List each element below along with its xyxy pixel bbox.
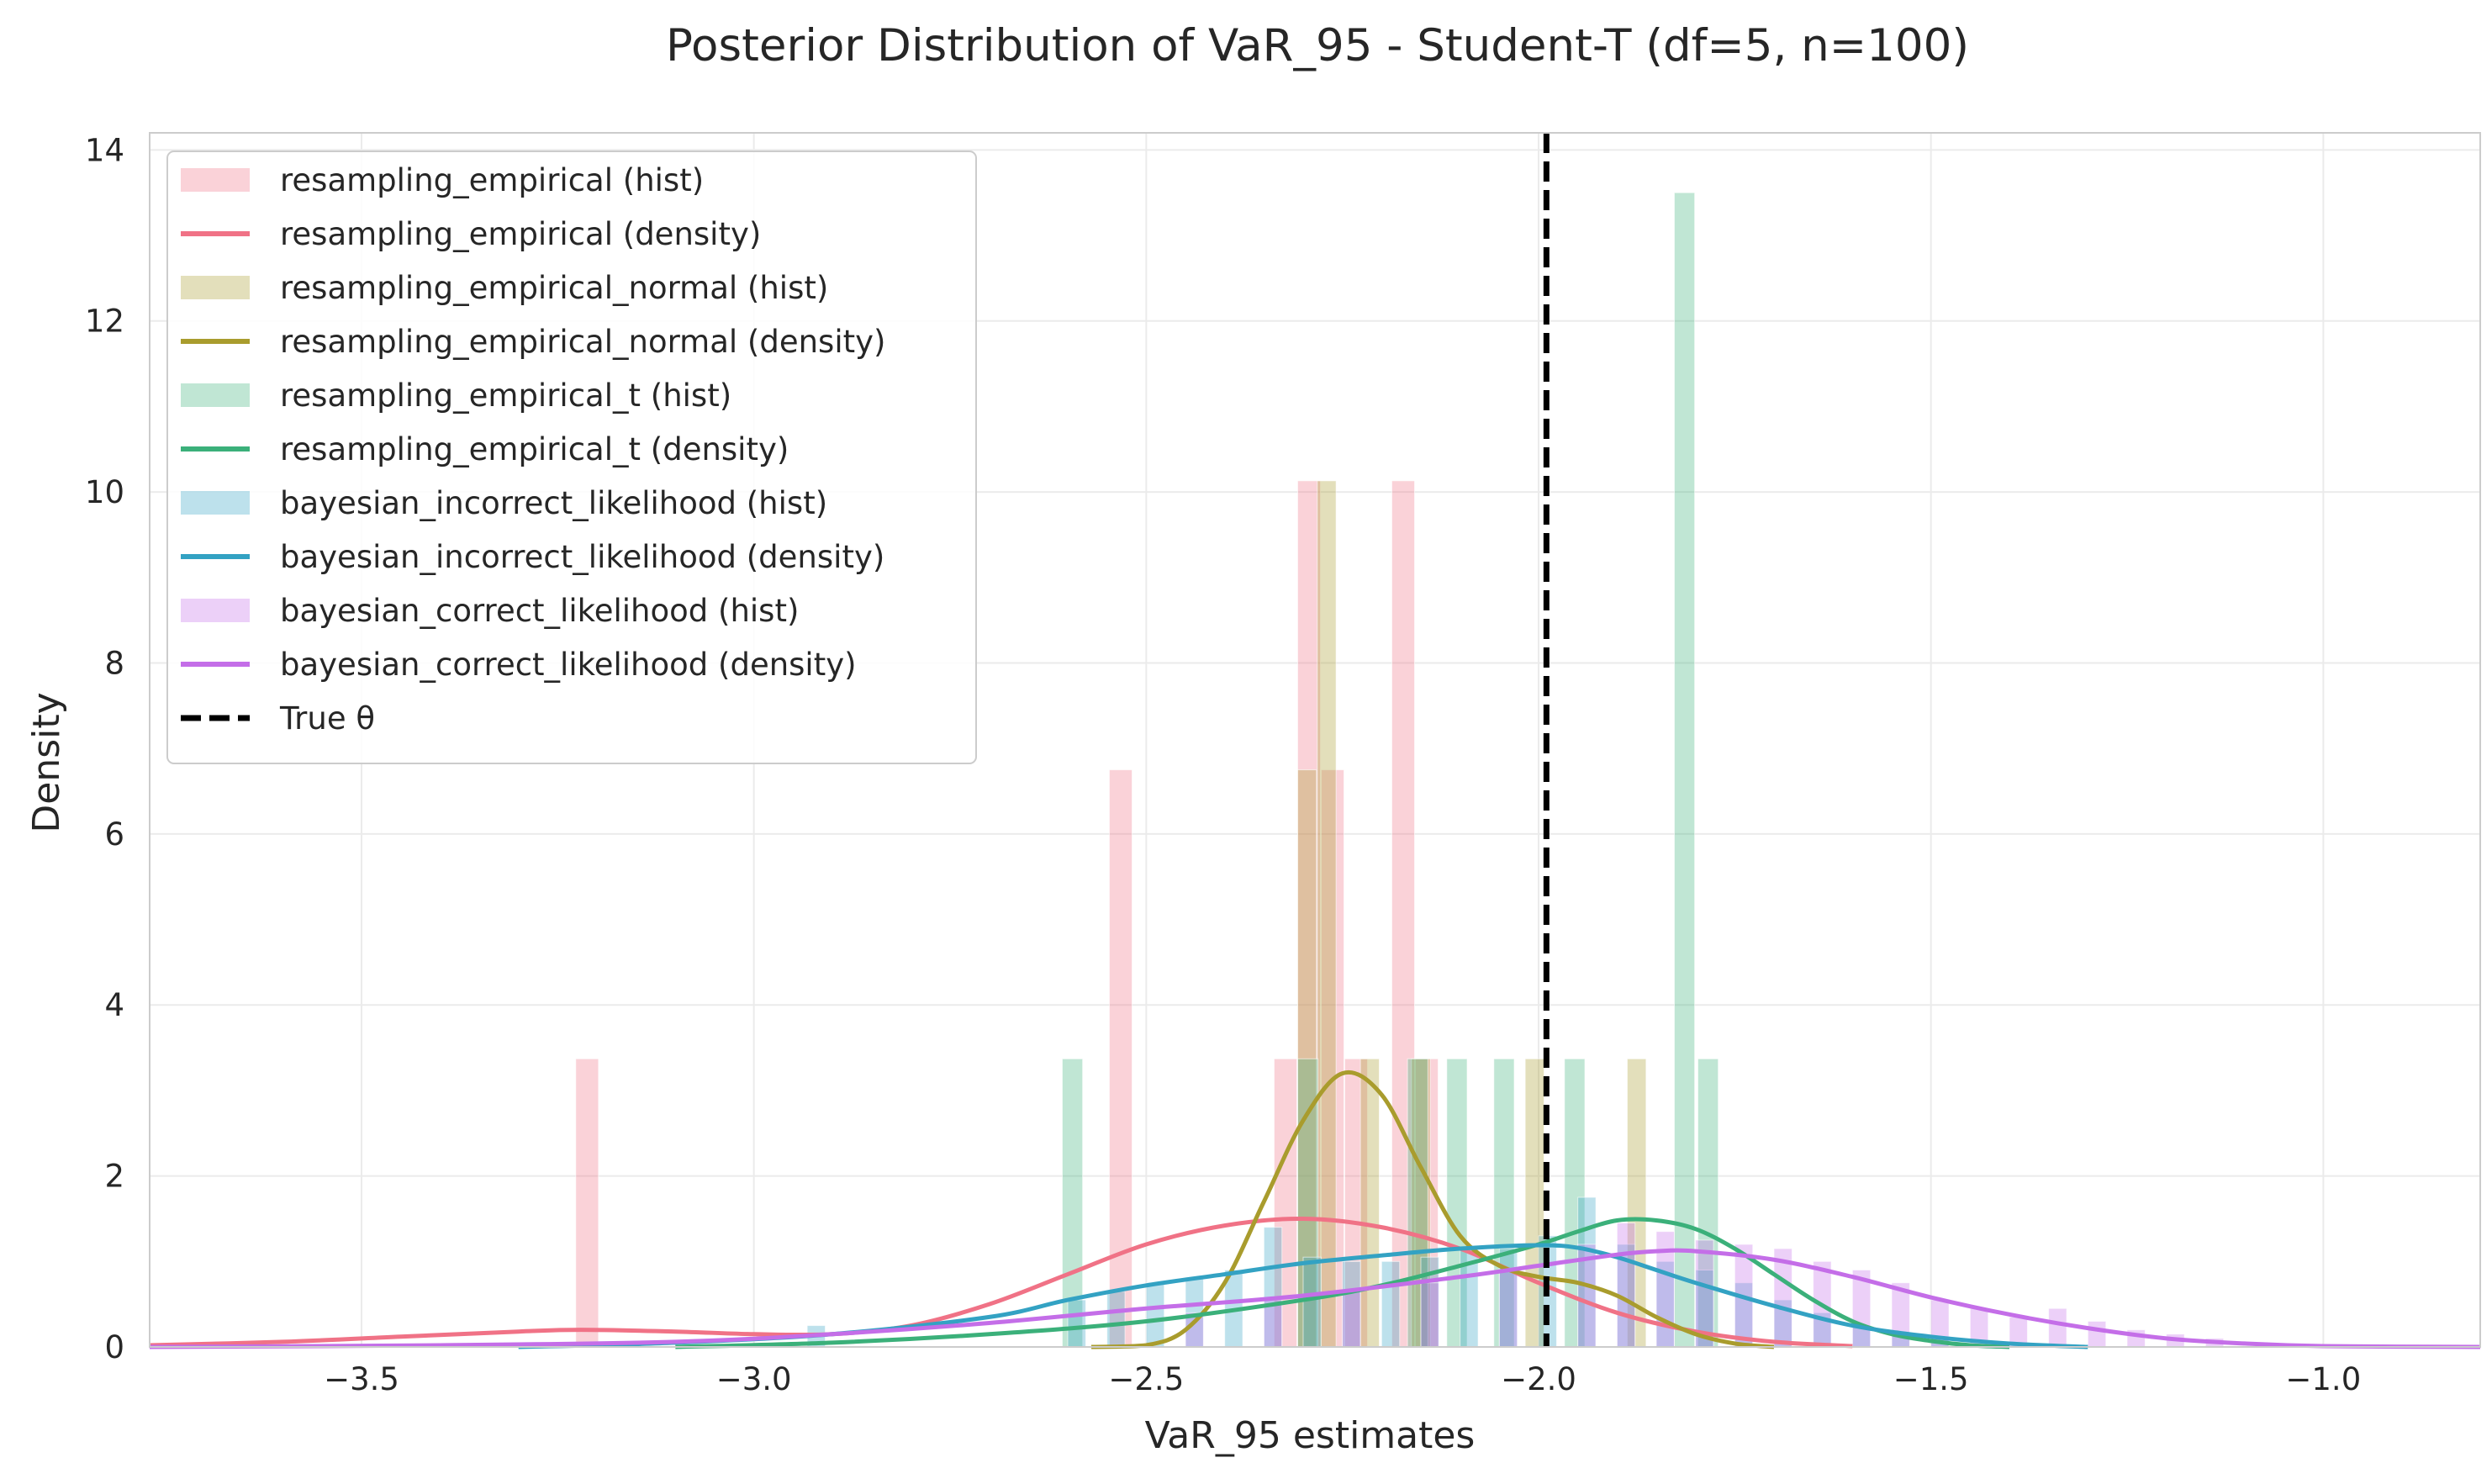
y-tick-label: 6 bbox=[104, 816, 124, 853]
density-line-resampling_empirical_normal bbox=[1090, 1069, 1775, 1349]
legend-box bbox=[166, 151, 977, 764]
hist-bar bbox=[1106, 1291, 1126, 1348]
x-tick-label: −3.0 bbox=[716, 1361, 792, 1397]
x-tick-label: −1.5 bbox=[1893, 1361, 1969, 1397]
y-tick-label: 10 bbox=[85, 474, 124, 510]
legend-swatch-hist bbox=[181, 168, 250, 192]
hist-bar bbox=[2048, 1307, 2067, 1348]
hist-bar bbox=[1446, 1058, 1468, 1348]
y-axis-label: Density bbox=[25, 692, 68, 832]
hist-bar bbox=[1145, 1282, 1165, 1348]
legend-label: resampling_empirical_normal (density) bbox=[280, 324, 885, 360]
y-tick-label: 12 bbox=[85, 304, 124, 340]
hist-bar bbox=[1420, 1282, 1439, 1348]
x-tick-label: −3.5 bbox=[324, 1361, 399, 1397]
hist-bar bbox=[1407, 1058, 1428, 1348]
y-tick-label: 4 bbox=[104, 987, 124, 1023]
hist-bar bbox=[1108, 769, 1132, 1348]
hist-bar bbox=[1360, 1058, 1380, 1348]
legend-label: bayesian_correct_likelihood (hist) bbox=[280, 593, 799, 629]
legend-swatch-hist bbox=[181, 383, 250, 407]
legend-label: True θ bbox=[279, 700, 375, 737]
legend-label: bayesian_incorrect_likelihood (hist) bbox=[280, 485, 827, 521]
hist-bar bbox=[1697, 1058, 1719, 1348]
chart-title: Posterior Distribution of VaR_95 - Stude… bbox=[666, 20, 1969, 71]
legend-label: bayesian_correct_likelihood (density) bbox=[280, 647, 857, 683]
hist-bar bbox=[1320, 769, 1344, 1348]
legend-label: resampling_empirical_t (density) bbox=[280, 431, 789, 467]
legend-swatch-hist bbox=[181, 599, 250, 622]
hist-bar bbox=[1498, 1269, 1518, 1348]
density-line-resampling_empirical bbox=[149, 1216, 1853, 1349]
hist-group-resampling_empirical bbox=[575, 480, 1439, 1348]
legend: resampling_empirical (hist) resampling_em… bbox=[166, 151, 977, 764]
legend-swatch-hist bbox=[181, 276, 250, 299]
legend-label: resampling_empirical (hist) bbox=[280, 162, 704, 198]
hist-bar bbox=[1616, 1223, 1636, 1348]
hist-bar bbox=[1067, 1299, 1086, 1348]
density-line-bayesian_correct_likelihood bbox=[149, 1248, 2481, 1349]
x-tick-label: −2.0 bbox=[1501, 1361, 1576, 1397]
hist-bar bbox=[1391, 480, 1415, 1348]
hist-bar bbox=[575, 1058, 599, 1348]
hist-bar bbox=[1317, 480, 1337, 1348]
hist-bar bbox=[1493, 1058, 1515, 1348]
legend-label: resampling_empirical (density) bbox=[280, 216, 761, 252]
legend-swatch-hist bbox=[181, 491, 250, 515]
legend-label: bayesian_incorrect_likelihood (density) bbox=[280, 539, 884, 575]
hist-bar bbox=[1302, 1256, 1322, 1348]
x-axis-label: VaR_95 estimates bbox=[1145, 1414, 1476, 1457]
hist-bar bbox=[1414, 1058, 1439, 1348]
y-tick-label: 0 bbox=[104, 1329, 124, 1365]
legend-label: resampling_empirical_t (hist) bbox=[280, 378, 731, 414]
hist-bar bbox=[1673, 192, 1696, 1348]
y-tick-label: 8 bbox=[104, 645, 124, 681]
hist-bar bbox=[1342, 1291, 1361, 1348]
plot-frame bbox=[149, 132, 2481, 1348]
y-tick-label: 2 bbox=[104, 1159, 124, 1195]
legend-label: resampling_empirical_normal (hist) bbox=[280, 270, 828, 306]
y-tick-label: 14 bbox=[85, 132, 124, 168]
hist-bar bbox=[2087, 1320, 2107, 1348]
x-tick-label: −1.0 bbox=[2285, 1361, 2361, 1397]
hist-bar bbox=[1381, 1260, 1401, 1348]
x-tick-label: −2.5 bbox=[1108, 1361, 1184, 1397]
